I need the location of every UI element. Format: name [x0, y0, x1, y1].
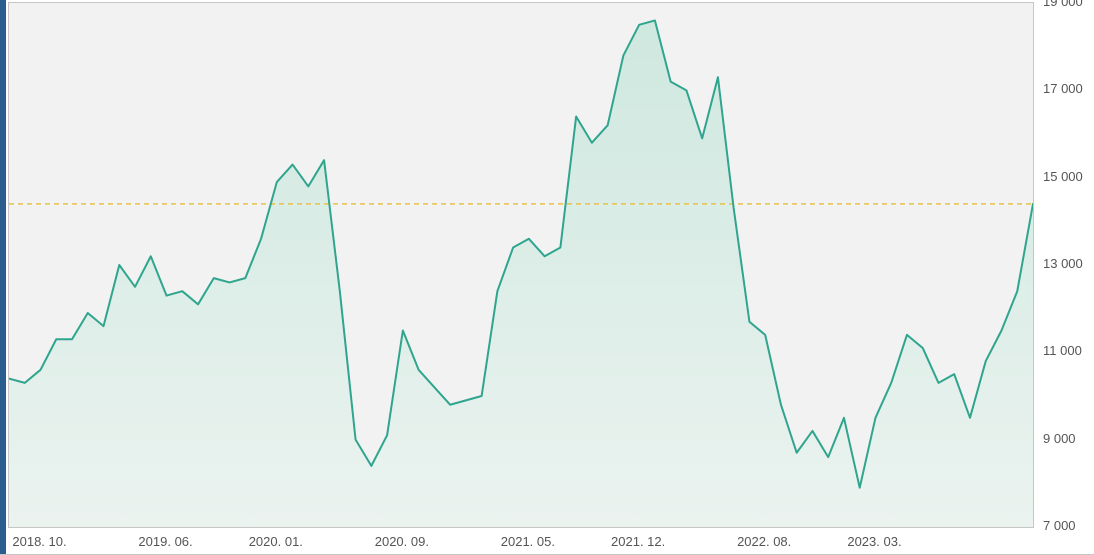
x-tick-label: 2021. 05. [501, 534, 555, 549]
plot-area[interactable] [8, 2, 1034, 528]
x-tick-label: 2019. 06. [138, 534, 192, 549]
left-accent-bar [0, 0, 6, 554]
x-tick-label: 2022. 08. [737, 534, 791, 549]
y-tick-label: 9 000 [1043, 431, 1076, 446]
x-tick-label: 2020. 01. [249, 534, 303, 549]
y-tick-label: 17 000 [1043, 81, 1083, 96]
x-tick-label: 2020. 09. [375, 534, 429, 549]
y-tick-label: 7 000 [1043, 518, 1076, 533]
y-tick-label: 19 000 [1043, 0, 1083, 9]
y-tick-label: 15 000 [1043, 169, 1083, 184]
y-tick-label: 11 000 [1043, 343, 1082, 358]
price-chart: 7 000 9 000 11 000 13 000 15 000 17 000 19 000… [0, 0, 1094, 555]
x-tick-label: 2021. 12. [611, 534, 665, 549]
x-tick-label: 2018. 10. [12, 534, 66, 549]
x-tick-label: 2023. 03. [847, 534, 901, 549]
chart-svg [9, 3, 1033, 527]
y-tick-label: 13 000 [1043, 256, 1083, 271]
